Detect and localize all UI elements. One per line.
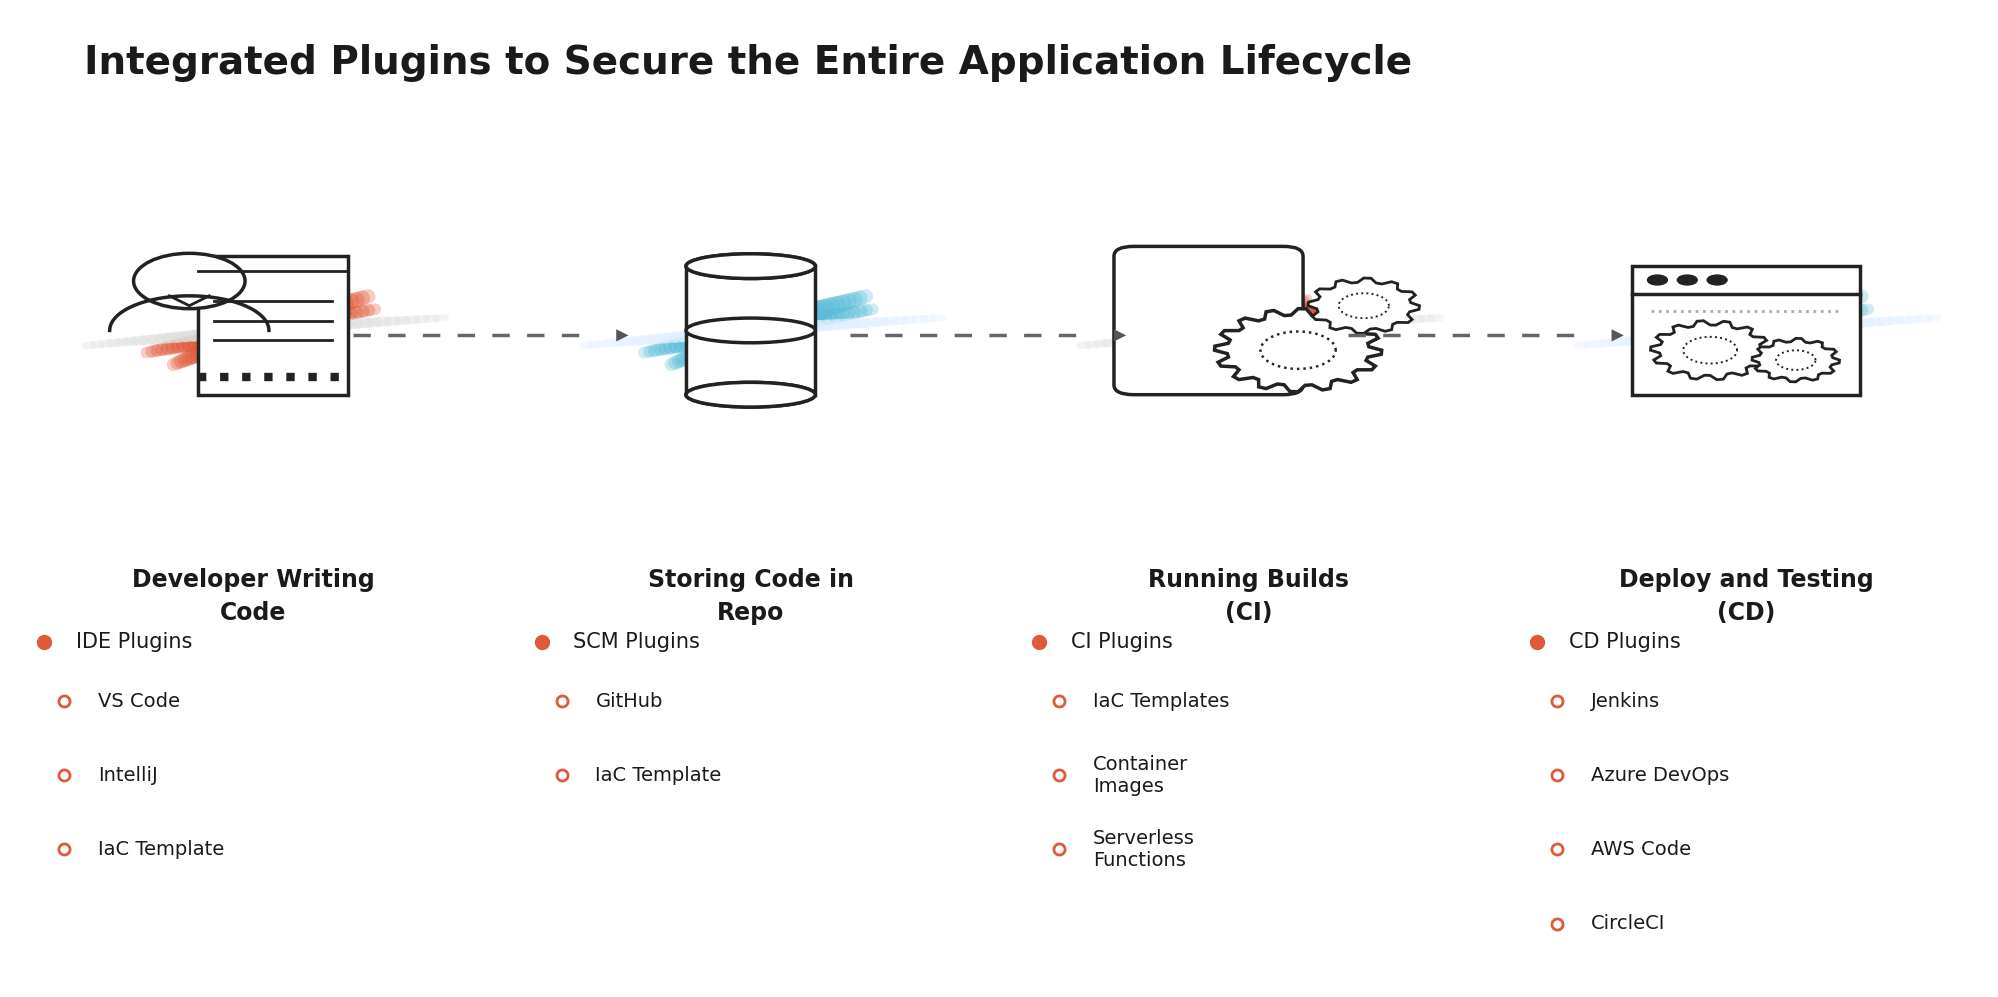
Ellipse shape bbox=[685, 318, 815, 343]
Text: IaC Templates: IaC Templates bbox=[1093, 692, 1229, 711]
Ellipse shape bbox=[685, 382, 815, 407]
Text: Running Builds
(CI): Running Builds (CI) bbox=[1147, 567, 1349, 625]
Text: SCM Plugins: SCM Plugins bbox=[573, 632, 699, 652]
Ellipse shape bbox=[685, 254, 815, 278]
Circle shape bbox=[1646, 275, 1666, 285]
Bar bbox=[685, 266, 815, 395]
Text: Azure DevOps: Azure DevOps bbox=[1590, 766, 1728, 785]
Circle shape bbox=[134, 253, 246, 309]
Text: IaC Template: IaC Template bbox=[595, 766, 721, 785]
FancyBboxPatch shape bbox=[198, 256, 348, 395]
Text: Integrated Plugins to Secure the Entire Application Lifecycle: Integrated Plugins to Secure the Entire … bbox=[84, 44, 1411, 82]
Ellipse shape bbox=[685, 382, 815, 407]
Polygon shape bbox=[1750, 338, 1838, 382]
Ellipse shape bbox=[685, 254, 815, 278]
Text: IDE Plugins: IDE Plugins bbox=[76, 632, 192, 652]
Text: Serverless
Functions: Serverless Functions bbox=[1093, 829, 1195, 870]
Text: IaC Template: IaC Template bbox=[98, 840, 224, 859]
Polygon shape bbox=[1650, 321, 1768, 380]
FancyBboxPatch shape bbox=[1630, 266, 1860, 395]
Text: Storing Code in
Repo: Storing Code in Repo bbox=[647, 567, 853, 625]
Circle shape bbox=[1676, 275, 1696, 285]
Text: GitHub: GitHub bbox=[595, 692, 663, 711]
Text: Developer Writing
Code: Developer Writing Code bbox=[132, 567, 374, 625]
Text: CircleCI: CircleCI bbox=[1590, 914, 1664, 933]
Text: CI Plugins: CI Plugins bbox=[1071, 632, 1173, 652]
Text: VS Code: VS Code bbox=[98, 692, 180, 711]
FancyBboxPatch shape bbox=[1113, 246, 1303, 395]
Text: Container
Images: Container Images bbox=[1093, 755, 1187, 796]
Polygon shape bbox=[1215, 309, 1381, 392]
Text: Deploy and Testing
(CD): Deploy and Testing (CD) bbox=[1618, 567, 1872, 625]
Polygon shape bbox=[1307, 278, 1419, 333]
Text: Jenkins: Jenkins bbox=[1590, 692, 1658, 711]
Circle shape bbox=[1706, 275, 1726, 285]
Text: CD Plugins: CD Plugins bbox=[1568, 632, 1680, 652]
Text: IntelliJ: IntelliJ bbox=[98, 766, 158, 785]
Text: AWS Code: AWS Code bbox=[1590, 840, 1690, 859]
